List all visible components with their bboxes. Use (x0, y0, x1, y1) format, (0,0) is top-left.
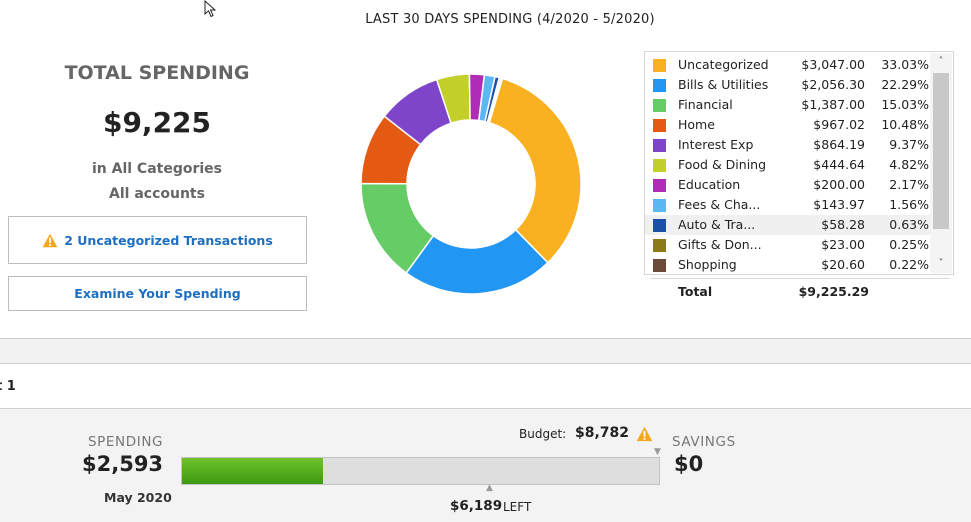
spent-marker-icon: ▲ (486, 483, 493, 493)
chart-title: LAST 30 DAYS SPENDING (4/2020 - 5/2020) (365, 12, 655, 27)
legend-category-name: Food & Dining (678, 157, 767, 172)
legend-row[interactable]: Shopping $20.60 0.22% (645, 255, 937, 275)
legend-row[interactable]: Financial $1,387.00 15.03% (645, 95, 937, 115)
legend-category-name: Fees & Cha... (678, 197, 761, 212)
legend-category-amount: $58.28 (821, 217, 865, 232)
legend-swatch (653, 139, 666, 152)
examine-spending-button[interactable]: Examine Your Spending (8, 276, 307, 311)
legend-total-divider (650, 278, 950, 279)
legend-category-amount: $200.00 (813, 177, 865, 192)
legend-swatch (653, 179, 666, 192)
mouse-pointer-icon (204, 0, 217, 18)
remaining-amount: $6,189 (450, 498, 503, 514)
legend-total-amount: $9,225.29 (798, 284, 869, 299)
legend-category-percent: 0.25% (889, 237, 929, 252)
legend-row[interactable]: Interest Exp $864.19 9.37% (645, 135, 937, 155)
legend-category-name: Home (678, 117, 715, 132)
legend-swatch (653, 99, 666, 112)
legend-swatch (653, 119, 666, 132)
legend-category-percent: 22.29% (881, 77, 929, 92)
legend-scrollbar[interactable]: ˄ ˅ (930, 53, 952, 273)
legend-category-name: Interest Exp (678, 137, 754, 152)
legend-category-amount: $2,056.30 (801, 77, 865, 92)
section-label: t 1 (0, 379, 16, 394)
legend-swatch (653, 259, 666, 272)
donut-slice-shopping[interactable] (487, 77, 504, 124)
legend-category-amount: $967.02 (813, 117, 865, 132)
warning-icon[interactable] (636, 426, 653, 442)
warning-icon (42, 233, 58, 247)
legend-category-name: Gifts & Don... (678, 237, 762, 252)
donut-slice-uncategorized[interactable] (488, 77, 582, 264)
total-spending-amount: $9,225 (102, 106, 212, 139)
legend-category-percent: 15.03% (881, 97, 929, 112)
legend-category-percent: 10.48% (881, 117, 929, 132)
total-spending-title: TOTAL SPENDING (64, 62, 250, 84)
legend-category-name: Auto & Tra... (678, 217, 756, 232)
remaining-label: LEFT (503, 500, 532, 514)
legend-category-name: Shopping (678, 257, 737, 272)
legend-category-percent: 2.17% (889, 177, 929, 192)
legend-swatch (653, 239, 666, 252)
accounts-scope-text: All accounts (109, 186, 205, 202)
scrollbar-thumb[interactable] (933, 73, 949, 229)
legend-row[interactable]: Bills & Utilities $2,056.30 22.29% (645, 75, 937, 95)
scroll-up-icon[interactable]: ˄ (938, 56, 944, 67)
legend-category-percent: 4.82% (889, 157, 929, 172)
legend-category-percent: 33.03% (881, 57, 929, 72)
legend-swatch (653, 59, 666, 72)
legend-row[interactable]: Home $967.02 10.48% (645, 115, 937, 135)
budget-period: May 2020 (104, 490, 172, 505)
budget-marker-icon: ▼ (654, 447, 661, 457)
legend-category-amount: $23.00 (821, 237, 865, 252)
uncategorized-transactions-button[interactable]: 2 Uncategorized Transactions (8, 216, 307, 264)
legend-swatch (653, 199, 666, 212)
legend-category-amount: $864.19 (813, 137, 865, 152)
legend-category-amount: $1,387.00 (801, 97, 865, 112)
legend-category-name: Education (678, 177, 741, 192)
legend-row[interactable]: Uncategorized $3,047.00 33.03% (645, 55, 937, 75)
categories-scope-text: in All Categories (91, 161, 223, 177)
legend-category-amount: $143.97 (813, 197, 865, 212)
legend-swatch (653, 79, 666, 92)
legend-category-percent: 9.37% (889, 137, 929, 152)
legend-category-amount: $20.60 (821, 257, 865, 272)
spending-amount: $2,593 (82, 452, 164, 476)
uncategorized-transactions-label: 2 Uncategorized Transactions (64, 232, 273, 248)
legend-swatch (653, 159, 666, 172)
spending-donut-chart[interactable] (355, 73, 587, 295)
budget-label: Budget: (519, 427, 567, 441)
budget-progress-fill (182, 458, 323, 484)
scroll-down-icon[interactable]: ˅ (938, 258, 944, 269)
legend-category-percent: 1.56% (889, 197, 929, 212)
savings-label: SAVINGS (672, 434, 736, 450)
section-divider-band (0, 338, 971, 364)
legend-row[interactable]: Gifts & Don... $23.00 0.25% (645, 235, 937, 255)
legend-row[interactable]: Food & Dining $444.64 4.82% (645, 155, 937, 175)
legend-category-name: Bills & Utilities (678, 77, 769, 92)
legend-category-amount: $444.64 (813, 157, 865, 172)
legend-row[interactable]: Education $200.00 2.17% (645, 175, 937, 195)
legend-category-name: Financial (678, 97, 733, 112)
budget-amount[interactable]: $8,782 (575, 425, 630, 441)
legend-row[interactable]: Fees & Cha... $143.97 1.56% (645, 195, 937, 215)
category-legend-list[interactable]: Uncategorized $3,047.00 33.03% Bills & Util… (644, 51, 954, 275)
legend-category-percent: 0.63% (889, 217, 929, 232)
legend-row[interactable]: Auto & Tra... $58.28 0.63% (645, 215, 937, 235)
legend-category-amount: $3,047.00 (801, 57, 865, 72)
examine-spending-label: Examine Your Spending (74, 286, 241, 301)
spending-label: SPENDING (88, 434, 164, 450)
legend-category-name: Uncategorized (678, 57, 769, 72)
savings-amount: $0 (674, 452, 704, 476)
legend-category-percent: 0.22% (889, 257, 929, 272)
legend-total-label: Total (678, 284, 713, 299)
budget-progress-bar (181, 457, 660, 485)
legend-swatch (653, 219, 666, 232)
